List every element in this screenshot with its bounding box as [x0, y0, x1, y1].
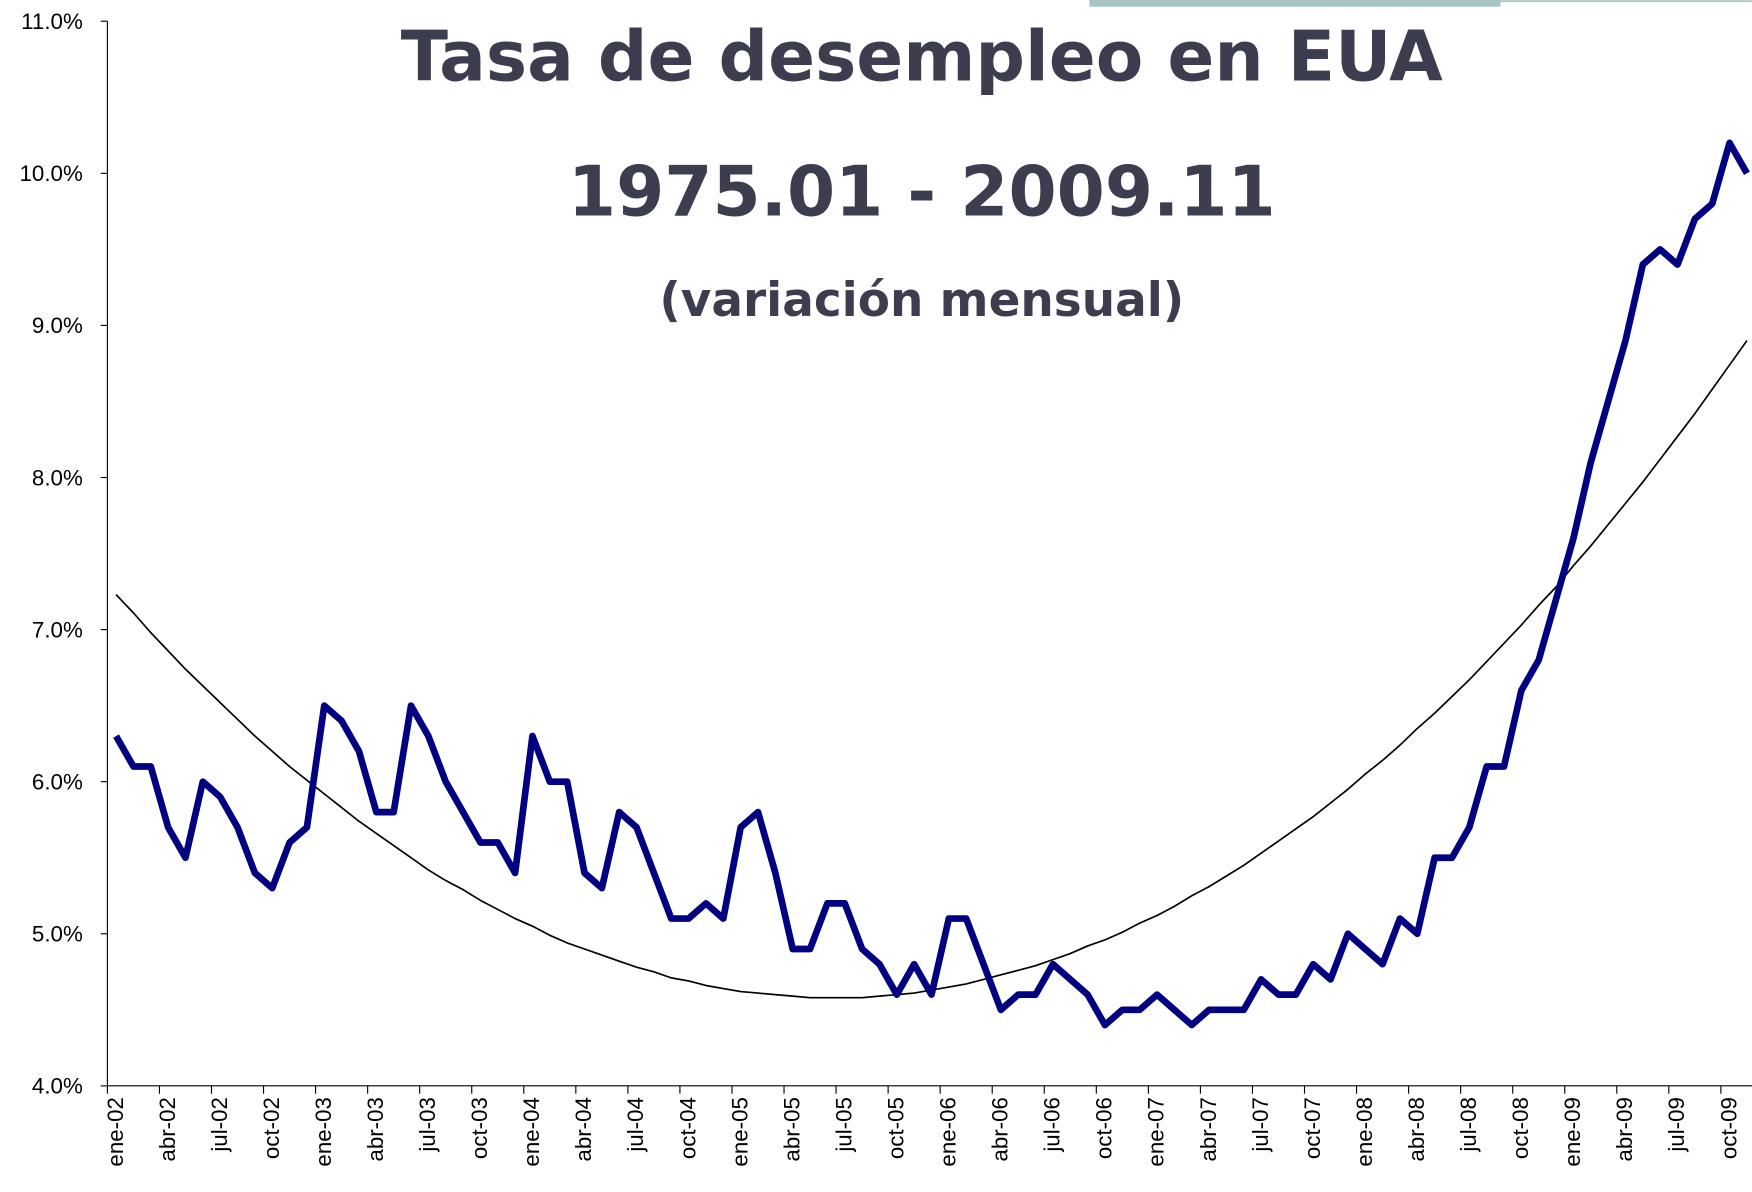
- x-tick-label: abr-07: [1196, 1097, 1221, 1162]
- x-tick-label: jul-07: [1248, 1097, 1273, 1153]
- x-tick-label: abr-06: [988, 1097, 1013, 1162]
- y-tick-label: 9.0%: [32, 313, 83, 338]
- x-tick-label: abr-05: [779, 1097, 804, 1162]
- x-tick-label: jul-02: [207, 1097, 232, 1153]
- x-tick-label: ene-05: [727, 1097, 752, 1167]
- x-tick-label: ene-03: [311, 1097, 336, 1167]
- x-tick-label: abr-02: [155, 1097, 180, 1162]
- x-tick-label: abr-04: [571, 1097, 596, 1162]
- plot: 4.0% 5.0% 6.0% 7.0% 8.0% 9.0% 10.0% 11.0% ene-02…: [20, 9, 1752, 1167]
- x-tick-label: ene-08: [1352, 1097, 1377, 1167]
- y-tick-label: 8.0%: [32, 465, 83, 490]
- x-tick-label: abr-03: [363, 1097, 388, 1162]
- y-tick-label: 7.0%: [32, 617, 83, 642]
- x-tick-label: abr-09: [1612, 1097, 1637, 1162]
- y-tick-label: 6.0%: [32, 770, 83, 795]
- y-tick-label: 4.0%: [32, 1074, 83, 1099]
- x-tick-label: abr-08: [1404, 1097, 1429, 1162]
- header-bar: [1089, 0, 1501, 7]
- x-tick-label: jul-06: [1040, 1097, 1065, 1153]
- x-tick-label: jul-05: [831, 1097, 856, 1153]
- x-tick-label: jul-09: [1664, 1097, 1689, 1153]
- series-line: [113, 139, 1750, 1029]
- x-tick-label: oct-07: [1300, 1097, 1325, 1159]
- x-tick-label: oct-02: [259, 1097, 284, 1159]
- x-tick-label: oct-06: [1092, 1097, 1117, 1159]
- chart-note: (variación mensual): [659, 273, 1184, 328]
- x-tick-label: ene-09: [1560, 1097, 1585, 1167]
- x-tick-label: oct-04: [675, 1097, 700, 1159]
- chart-title: Tasa de desempleo en EUA: [401, 17, 1443, 97]
- series-line: [115, 340, 1748, 999]
- x-tick-label: jul-08: [1456, 1097, 1481, 1153]
- x-tick-label: ene-02: [103, 1097, 128, 1167]
- x-tick-label: oct-09: [1716, 1097, 1741, 1159]
- x-tick-label: ene-07: [1144, 1097, 1169, 1167]
- x-tick-label: jul-04: [623, 1097, 648, 1153]
- x-tick-label: oct-08: [1508, 1097, 1533, 1159]
- x-tick-label: oct-05: [883, 1097, 908, 1159]
- x-tick-label: ene-06: [936, 1097, 961, 1167]
- x-tick-label: jul-03: [415, 1097, 440, 1153]
- chart-subtitle: 1975.01 - 2009.11: [568, 153, 1276, 233]
- y-tick-label: 11.0%: [21, 9, 83, 34]
- x-tick-label: ene-04: [519, 1097, 544, 1167]
- x-tick-label: oct-03: [467, 1097, 492, 1159]
- y-tick-label: 10.0%: [20, 161, 83, 186]
- y-tick-label: 5.0%: [32, 922, 83, 947]
